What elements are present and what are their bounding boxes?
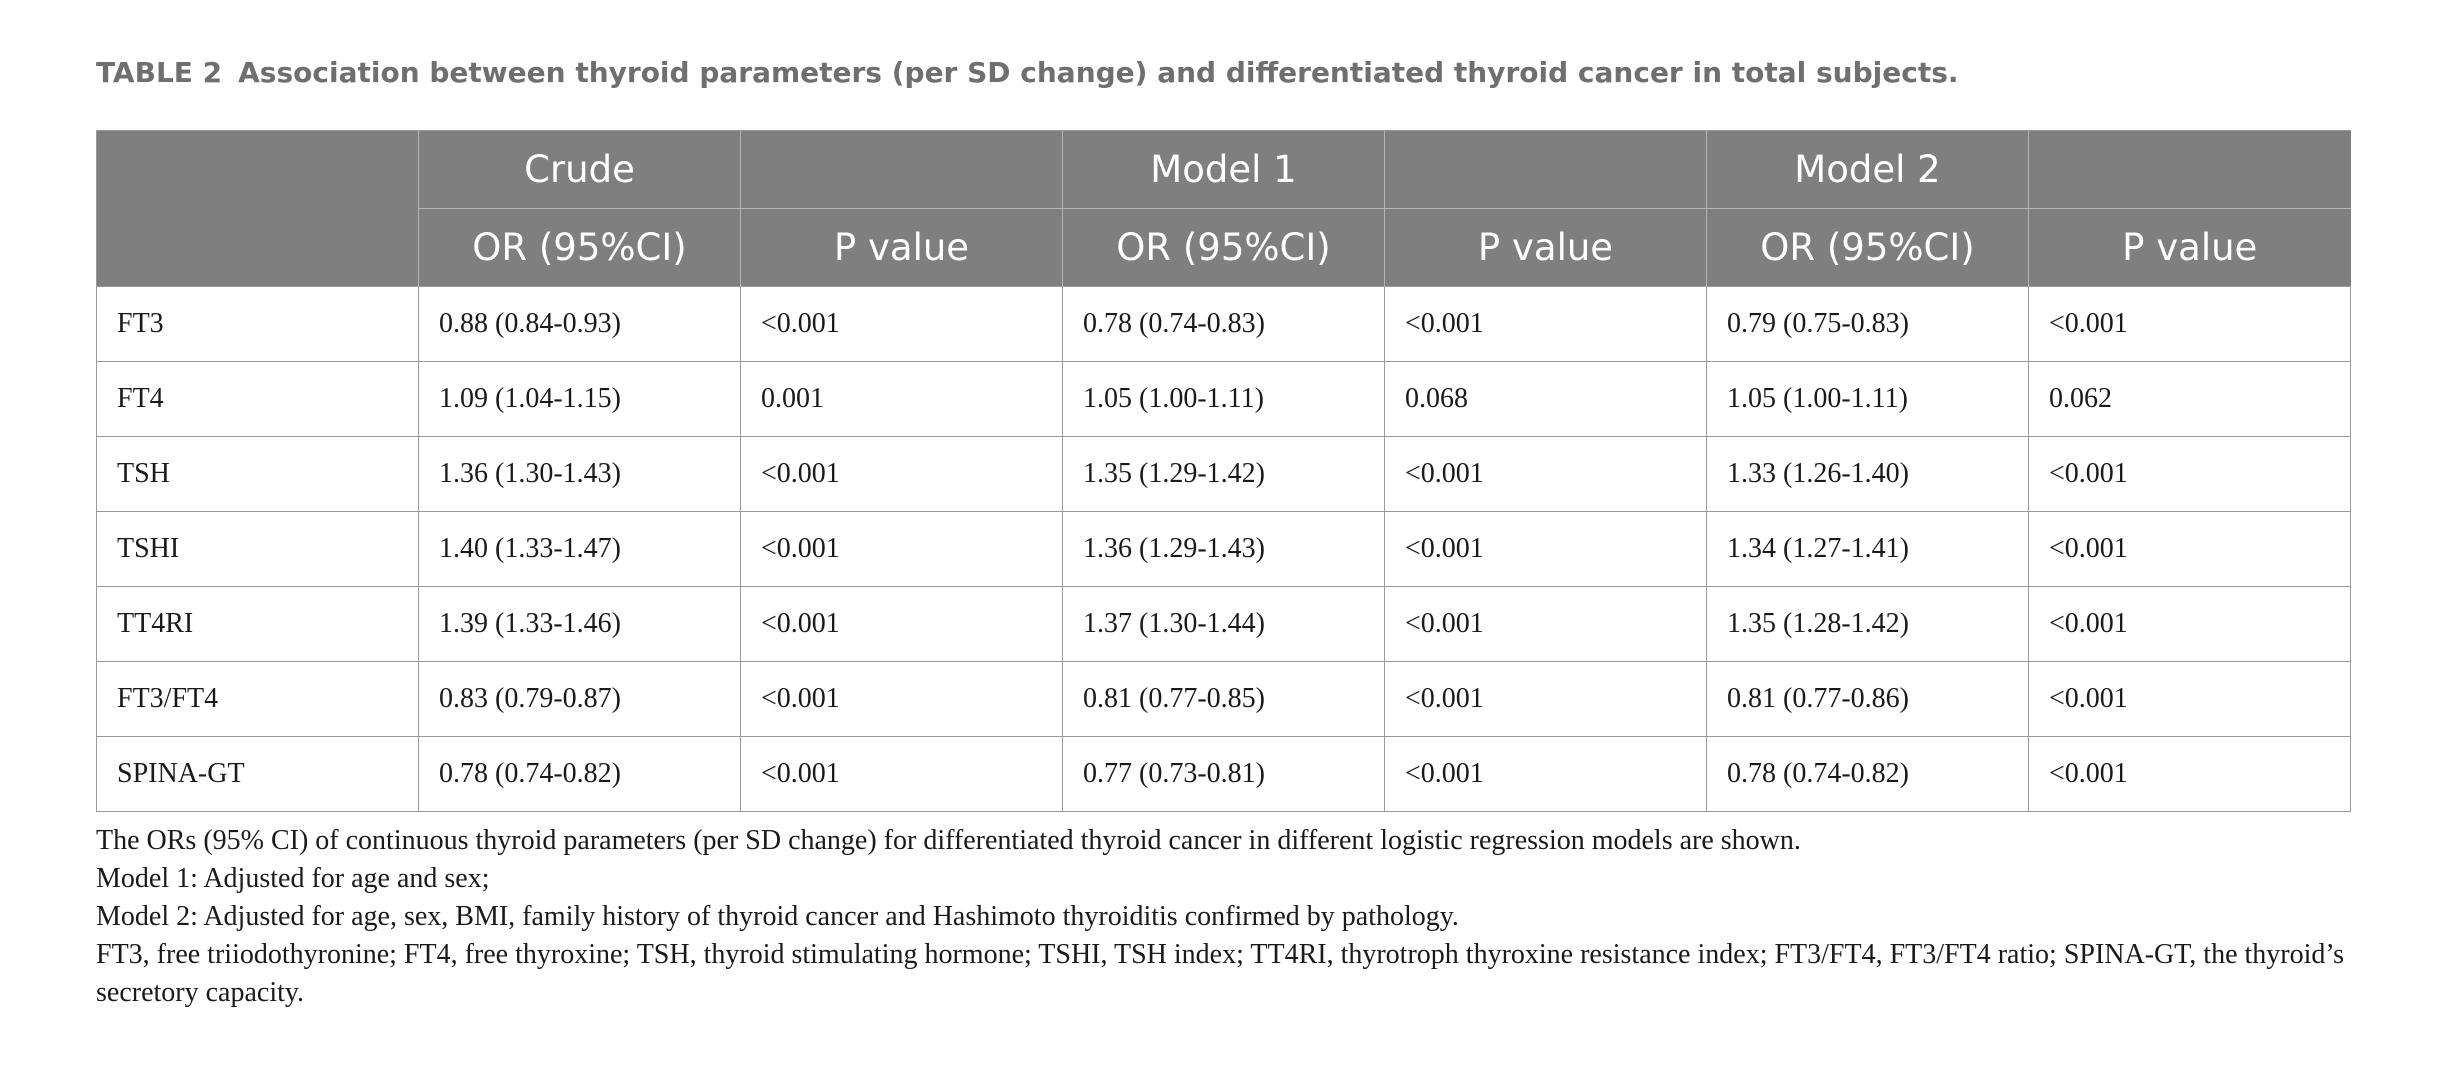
cell-or-model-2: 1.33 (1.26-1.40) bbox=[1706, 436, 2029, 512]
header-row-sub: OR (95%CI) P value OR (95%CI) P value OR… bbox=[97, 208, 2351, 287]
row-label: TSHI bbox=[96, 511, 419, 587]
row-label: FT3 bbox=[96, 286, 419, 362]
table-row: FT3 0.88 (0.84-0.93) <0.001 0.78 (0.74-0… bbox=[96, 286, 2351, 362]
cell-or-model-2: 0.81 (0.77-0.86) bbox=[1706, 661, 2029, 737]
cell-p-model-1: <0.001 bbox=[1384, 736, 1707, 812]
row-label: TSH bbox=[96, 436, 419, 512]
cell-p-model-2: <0.001 bbox=[2028, 436, 2351, 512]
cell-or-crude: 0.88 (0.84-0.93) bbox=[418, 286, 741, 362]
cell-p-model-2: <0.001 bbox=[2028, 661, 2351, 737]
cell-p-crude: <0.001 bbox=[740, 586, 1063, 662]
cell-p-model-1: <0.001 bbox=[1384, 586, 1707, 662]
cell-p-model-2: <0.001 bbox=[2028, 511, 2351, 587]
cell-or-model-1: 1.05 (1.00-1.11) bbox=[1062, 361, 1385, 437]
row-label: SPINA-GT bbox=[96, 736, 419, 812]
header-p-model-2: P value bbox=[2028, 208, 2351, 287]
cell-p-crude: <0.001 bbox=[740, 436, 1063, 512]
header-or-crude: OR (95%CI) bbox=[418, 208, 741, 287]
header-row-top: Crude Model 1 Model 2 bbox=[96, 130, 2351, 287]
table-caption-label: TABLE 2 bbox=[96, 56, 223, 89]
cell-or-crude: 1.09 (1.04-1.15) bbox=[418, 361, 741, 437]
cell-or-model-2: 1.05 (1.00-1.11) bbox=[1706, 361, 2029, 437]
cell-p-crude: 0.001 bbox=[740, 361, 1063, 437]
cell-p-crude: <0.001 bbox=[740, 736, 1063, 812]
cell-p-model-1: <0.001 bbox=[1384, 511, 1707, 587]
cell-or-model-1: 0.77 (0.73-0.81) bbox=[1062, 736, 1385, 812]
header-crude: Crude bbox=[418, 130, 741, 209]
table-row: TSHI 1.40 (1.33-1.47) <0.001 1.36 (1.29-… bbox=[96, 511, 2351, 587]
cell-or-model-1: 1.36 (1.29-1.43) bbox=[1062, 511, 1385, 587]
cell-or-crude: 1.39 (1.33-1.46) bbox=[418, 586, 741, 662]
cell-p-model-1: 0.068 bbox=[1384, 361, 1707, 437]
header-blank-2 bbox=[1384, 130, 1707, 209]
row-label: FT4 bbox=[96, 361, 419, 437]
cell-p-model-2: <0.001 bbox=[2028, 286, 2351, 362]
header-blank-1 bbox=[740, 130, 1063, 209]
table-body: FT3 0.88 (0.84-0.93) <0.001 0.78 (0.74-0… bbox=[96, 286, 2351, 812]
header-model-1: Model 1 bbox=[1062, 130, 1385, 209]
cell-or-model-1: 0.78 (0.74-0.83) bbox=[1062, 286, 1385, 362]
cell-or-model-2: 1.35 (1.28-1.42) bbox=[1706, 586, 2029, 662]
cell-p-model-2: <0.001 bbox=[2028, 586, 2351, 662]
footnote-description: The ORs (95% CI) of continuous thyroid p… bbox=[96, 825, 1801, 856]
cell-or-model-1: 0.81 (0.77-0.85) bbox=[1062, 661, 1385, 737]
cell-or-crude: 0.83 (0.79-0.87) bbox=[418, 661, 741, 737]
header-model-2: Model 2 bbox=[1706, 130, 2029, 209]
cell-p-model-2: 0.062 bbox=[2028, 361, 2351, 437]
cell-p-model-1: <0.001 bbox=[1384, 661, 1707, 737]
cell-or-model-1: 1.37 (1.30-1.44) bbox=[1062, 586, 1385, 662]
cell-p-crude: <0.001 bbox=[740, 661, 1063, 737]
footnote-abbreviations: FT3, free triiodothyronine; FT4, free th… bbox=[96, 939, 2345, 1008]
cell-or-crude: 0.78 (0.74-0.82) bbox=[418, 736, 741, 812]
table-row: SPINA-GT 0.78 (0.74-0.82) <0.001 0.77 (0… bbox=[96, 736, 2351, 812]
header-corner bbox=[96, 130, 419, 287]
header-p-crude: P value bbox=[740, 208, 1063, 287]
table-header: Crude Model 1 Model 2 OR (95%CI) P value… bbox=[96, 130, 2351, 287]
footnote-model-1: Model 1: Adjusted for age and sex; bbox=[96, 863, 490, 894]
header-or-model-2: OR (95%CI) bbox=[1706, 208, 2029, 287]
cell-p-model-2: <0.001 bbox=[2028, 736, 2351, 812]
cell-or-model-2: 1.34 (1.27-1.41) bbox=[1706, 511, 2029, 587]
table-caption-text: Association between thyroid parameters (… bbox=[238, 56, 1959, 89]
footnote-model-2: Model 2: Adjusted for age, sex, BMI, fam… bbox=[96, 901, 1459, 932]
cell-p-crude: <0.001 bbox=[740, 511, 1063, 587]
page: TABLE 2 Association between thyroid param… bbox=[96, 0, 2351, 1012]
header-p-model-1: P value bbox=[1384, 208, 1707, 287]
cell-or-model-2: 0.78 (0.74-0.82) bbox=[1706, 736, 2029, 812]
cell-or-model-1: 1.35 (1.29-1.42) bbox=[1062, 436, 1385, 512]
cell-p-model-1: <0.001 bbox=[1384, 286, 1707, 362]
row-label: FT3/FT4 bbox=[96, 661, 419, 737]
cell-or-crude: 1.40 (1.33-1.47) bbox=[418, 511, 741, 587]
results-table: Crude Model 1 Model 2 OR (95%CI) P value… bbox=[96, 130, 2351, 812]
cell-or-model-2: 0.79 (0.75-0.83) bbox=[1706, 286, 2029, 362]
table-row: TT4RI 1.39 (1.33-1.46) <0.001 1.37 (1.30… bbox=[96, 586, 2351, 662]
table-footnotes: The ORs (95% CI) of continuous thyroid p… bbox=[96, 822, 2348, 1012]
header-blank-3 bbox=[2028, 130, 2351, 209]
table-row: FT4 1.09 (1.04-1.15) 0.001 1.05 (1.00-1.… bbox=[96, 361, 2351, 437]
table-caption: TABLE 2 Association between thyroid param… bbox=[96, 56, 2348, 96]
table-row: TSH 1.36 (1.30-1.43) <0.001 1.35 (1.29-1… bbox=[96, 436, 2351, 512]
cell-p-crude: <0.001 bbox=[740, 286, 1063, 362]
cell-or-crude: 1.36 (1.30-1.43) bbox=[418, 436, 741, 512]
row-label: TT4RI bbox=[96, 586, 419, 662]
header-or-model-1: OR (95%CI) bbox=[1062, 208, 1385, 287]
table-row: FT3/FT4 0.83 (0.79-0.87) <0.001 0.81 (0.… bbox=[96, 661, 2351, 737]
cell-p-model-1: <0.001 bbox=[1384, 436, 1707, 512]
